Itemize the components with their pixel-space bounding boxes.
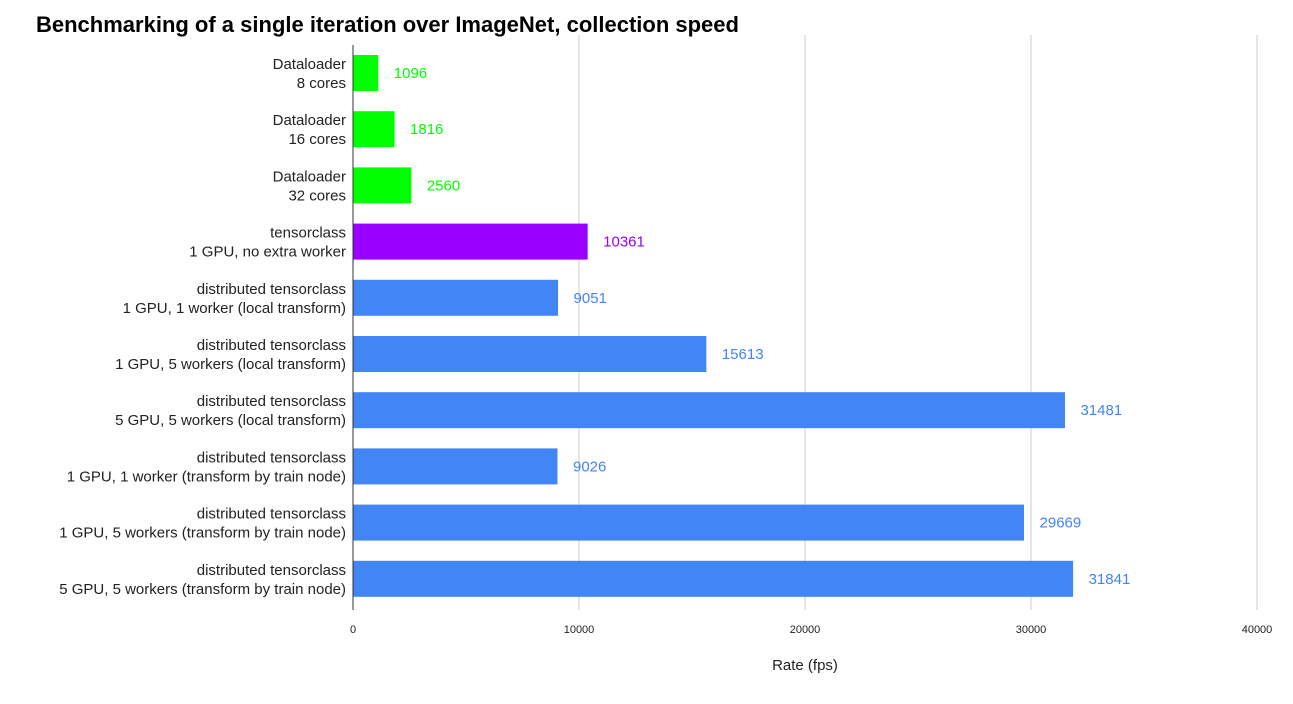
data-label: 9026 <box>573 458 606 475</box>
bar <box>353 560 1074 597</box>
category-label: distributed tensorclass <box>197 393 346 410</box>
category-label: Dataloader <box>273 56 346 73</box>
x-axis-title: Rate (fps) <box>772 657 838 674</box>
x-tick-label: 40000 <box>1242 624 1273 636</box>
x-tick-label: 0 <box>350 624 356 636</box>
category-label: 32 cores <box>288 187 346 204</box>
category-label: distributed tensorclass <box>197 449 346 466</box>
category-label: 16 cores <box>288 131 346 148</box>
x-tick-labels: 0 10000 20000 30000 40000 <box>350 624 1272 636</box>
data-label: 1816 <box>410 121 443 138</box>
data-labels: 1096 1816 2560 10361 9051 15613 31481 9026 29669… <box>394 65 1131 588</box>
category-label: 1 GPU, no extra worker <box>189 244 346 261</box>
data-label: 31841 <box>1089 571 1131 588</box>
data-label: 10361 <box>603 234 645 251</box>
category-label: 5 GPU, 5 workers (transform by train nod… <box>59 581 346 598</box>
data-label: 15613 <box>722 346 764 363</box>
category-label: distributed tensorclass <box>197 506 346 523</box>
category-label: Dataloader <box>273 168 346 185</box>
category-label: 1 GPU, 5 workers (transform by train nod… <box>59 525 346 542</box>
category-label: 5 GPU, 5 workers (local transform) <box>115 412 346 429</box>
bar <box>353 279 559 316</box>
category-label: Dataloader <box>273 112 346 129</box>
category-label: 8 cores <box>297 75 346 92</box>
data-label: 1096 <box>394 65 427 82</box>
category-label: 1 GPU, 1 worker (transform by train node… <box>67 468 346 485</box>
bar <box>353 55 379 91</box>
bar <box>353 167 412 204</box>
x-tick-label: 30000 <box>1016 624 1047 636</box>
category-label: distributed tensorclass <box>197 281 346 298</box>
category-label: distributed tensorclass <box>197 337 346 354</box>
bar <box>353 223 588 260</box>
category-labels: Dataloader 8 cores Dataloader 16 cores Datal… <box>59 56 346 598</box>
bar <box>353 111 395 148</box>
data-label: 29669 <box>1040 515 1082 532</box>
category-label: distributed tensorclass <box>197 562 346 579</box>
category-label: 1 GPU, 5 workers (local transform) <box>115 356 346 373</box>
bar <box>353 448 558 485</box>
category-label: 1 GPU, 1 worker (local transform) <box>123 300 346 317</box>
x-tick-label: 10000 <box>564 624 595 636</box>
bar <box>353 336 707 372</box>
data-label: 2560 <box>427 177 460 194</box>
bar <box>353 392 1065 429</box>
bar <box>353 504 1025 541</box>
chart-title: Benchmarking of a single iteration over … <box>36 12 739 37</box>
category-label: tensorclass <box>270 225 346 242</box>
data-label: 9051 <box>574 290 607 307</box>
data-label: 31481 <box>1080 402 1122 419</box>
bars <box>353 55 1074 597</box>
x-tick-label: 20000 <box>790 624 821 636</box>
